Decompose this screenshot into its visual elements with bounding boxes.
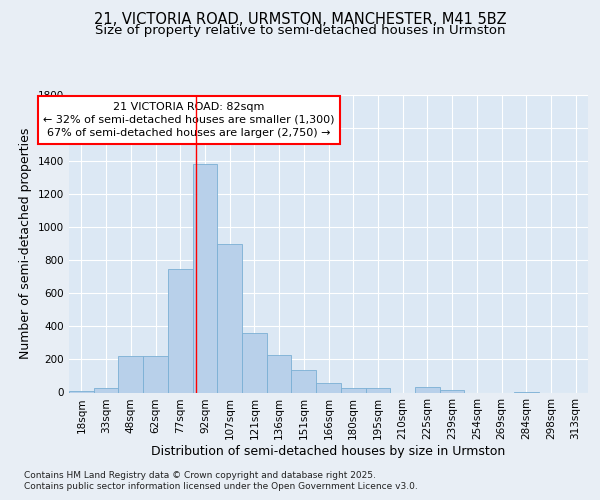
Bar bbox=[193, 164, 217, 392]
Bar bbox=[242, 333, 267, 392]
Bar bbox=[365, 388, 390, 392]
Text: 21, VICTORIA ROAD, URMSTON, MANCHESTER, M41 5BZ: 21, VICTORIA ROAD, URMSTON, MANCHESTER, … bbox=[94, 12, 506, 28]
Bar bbox=[168, 268, 193, 392]
Bar bbox=[217, 244, 242, 392]
Bar bbox=[143, 356, 168, 393]
Bar bbox=[415, 386, 440, 392]
Text: Size of property relative to semi-detached houses in Urmston: Size of property relative to semi-detach… bbox=[95, 24, 505, 37]
Bar bbox=[292, 370, 316, 392]
Y-axis label: Number of semi-detached properties: Number of semi-detached properties bbox=[19, 128, 32, 360]
Text: Contains HM Land Registry data © Crown copyright and database right 2025.: Contains HM Land Registry data © Crown c… bbox=[24, 471, 376, 480]
Bar bbox=[341, 388, 365, 392]
Bar bbox=[118, 356, 143, 393]
Bar bbox=[316, 382, 341, 392]
Bar bbox=[440, 390, 464, 392]
Bar bbox=[69, 391, 94, 392]
X-axis label: Distribution of semi-detached houses by size in Urmston: Distribution of semi-detached houses by … bbox=[151, 445, 506, 458]
Bar bbox=[94, 388, 118, 392]
Text: Contains public sector information licensed under the Open Government Licence v3: Contains public sector information licen… bbox=[24, 482, 418, 491]
Bar bbox=[267, 356, 292, 393]
Text: 21 VICTORIA ROAD: 82sqm
← 32% of semi-detached houses are smaller (1,300)
67% of: 21 VICTORIA ROAD: 82sqm ← 32% of semi-de… bbox=[43, 102, 335, 138]
